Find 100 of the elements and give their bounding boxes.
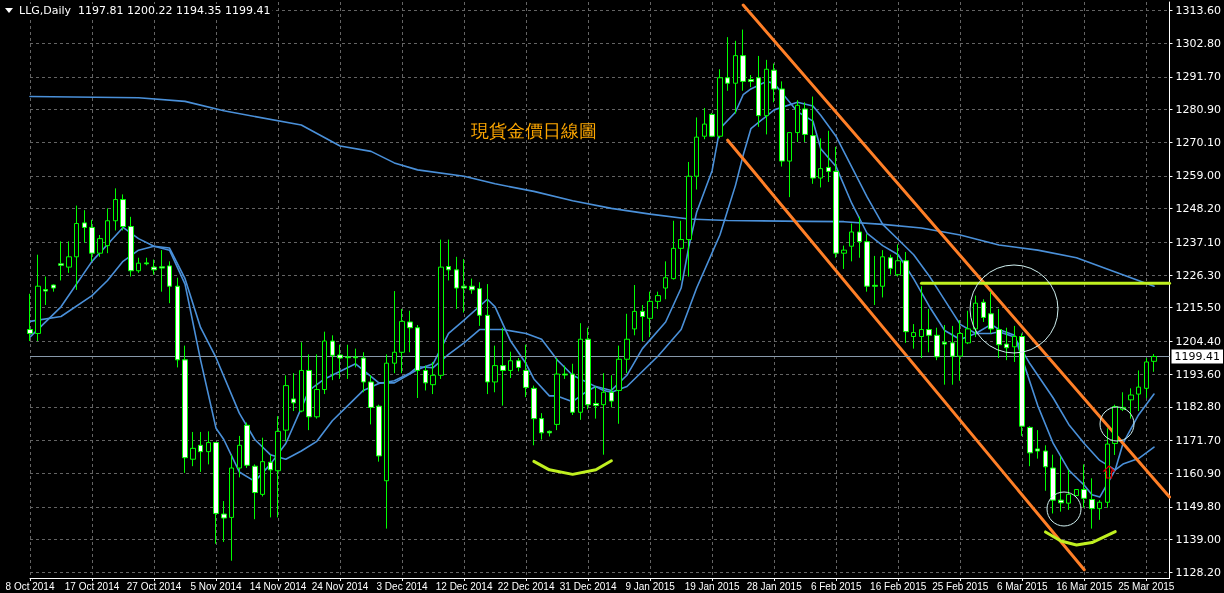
candlestick <box>415 324 420 399</box>
y-tick-label: 1204.40 <box>1175 334 1222 348</box>
candlestick <box>725 36 730 92</box>
candlestick <box>686 161 692 278</box>
line-series <box>532 459 613 476</box>
candlestick <box>1050 454 1056 514</box>
y-tick-label: 1149.80 <box>1175 500 1222 514</box>
candlestick <box>942 324 947 386</box>
candlestick <box>802 101 808 143</box>
candlestick <box>229 454 234 562</box>
candlestick <box>1058 456 1064 513</box>
candlestick <box>671 220 676 281</box>
y-tick-label: 1128.20 <box>1175 565 1222 579</box>
candlestick <box>1097 499 1102 521</box>
candlestick <box>1105 427 1110 509</box>
candlestick <box>221 500 227 543</box>
candlestick <box>182 345 188 474</box>
candlestick <box>516 357 521 372</box>
candlestick <box>167 260 172 304</box>
y-tick-label: 1259.00 <box>1175 169 1222 183</box>
candlestick <box>872 255 878 306</box>
candlestick <box>547 429 552 437</box>
candlestick <box>562 365 568 380</box>
x-tick-label: 19 Jan 2015 <box>684 580 741 592</box>
y-tick-label: 1171.70 <box>1175 433 1222 447</box>
candlestick <box>880 249 885 298</box>
x-tick-label: 16 Feb 2015 <box>870 580 927 592</box>
candlestick <box>1144 357 1149 399</box>
x-tick-label: 6 Feb 2015 <box>810 580 862 592</box>
y-tick-label: 1193.60 <box>1175 367 1222 381</box>
candlestick <box>361 351 366 393</box>
candlestick <box>66 240 72 274</box>
x-tick-label: 3 Dec 2014 <box>376 580 429 592</box>
candlestick <box>120 193 126 231</box>
y-tick-label: 1248.20 <box>1175 202 1222 216</box>
candlestick <box>136 257 141 274</box>
candlestick <box>1043 444 1048 492</box>
candlestick <box>198 431 203 473</box>
candlestick <box>446 239 451 281</box>
candlestick <box>89 219 95 262</box>
x-tick-label: 6 Mar 2015 <box>996 580 1048 592</box>
candlestick <box>454 256 459 310</box>
candlestick <box>601 372 606 456</box>
candlestick <box>570 363 575 416</box>
x-tick-label: 25 Mar 2015 <box>1118 580 1175 592</box>
candlestick <box>159 249 165 293</box>
candlestick <box>748 74 754 88</box>
candlestick <box>593 386 599 420</box>
x-tick-label: 9 Jan 2015 <box>625 580 676 592</box>
candlestick <box>1004 327 1009 361</box>
candlestick <box>260 437 265 497</box>
candlestick <box>337 344 343 380</box>
candlestick <box>609 374 614 408</box>
candlestick <box>105 207 110 254</box>
candlestick <box>779 80 785 168</box>
candlestick <box>128 216 134 278</box>
candlestick <box>376 404 382 463</box>
candlestick <box>957 319 963 382</box>
x-tick-label: 5 Nov 2014 <box>190 580 243 592</box>
candlestick <box>213 442 219 545</box>
candlestick <box>888 254 893 276</box>
candlestick <box>477 281 482 327</box>
candlestick <box>632 284 637 336</box>
candlestick <box>539 412 544 441</box>
candlestick <box>841 245 847 270</box>
candlestick <box>733 40 738 114</box>
candlestick <box>1035 429 1040 460</box>
candlestick <box>663 260 668 300</box>
candlestick <box>430 361 436 395</box>
candlestick <box>578 322 583 421</box>
x-tick-label: 14 Nov 2014 <box>249 580 307 592</box>
y-tick-label: 1237.10 <box>1175 235 1222 249</box>
candlestick <box>190 431 196 467</box>
candlestick <box>988 291 994 334</box>
candlestick <box>252 463 258 520</box>
candlestick <box>27 293 33 342</box>
candlestick <box>244 422 250 469</box>
candlestick <box>1012 325 1017 363</box>
candlestick <box>407 310 413 353</box>
candlestick <box>291 372 296 412</box>
candlestick <box>903 251 909 344</box>
candlestick <box>330 334 335 381</box>
candlestick <box>74 205 79 291</box>
candlestick <box>237 435 242 478</box>
candlestick <box>275 415 281 518</box>
x-tick-label: 17 Oct 2014 <box>64 580 120 592</box>
candlestick <box>283 374 289 442</box>
candlestick <box>647 291 653 338</box>
candlestick <box>1112 404 1118 456</box>
candlestick <box>996 308 1002 359</box>
x-tick-label: 22 Dec 2014 <box>497 580 555 592</box>
x-tick-label: 27 Oct 2014 <box>126 580 182 592</box>
x-tick-label: 16 Mar 2015 <box>1056 580 1113 592</box>
y-tick-label: 1139.00 <box>1175 533 1222 547</box>
candlestick <box>531 385 537 446</box>
candlestick <box>694 116 699 191</box>
candlestick <box>919 285 924 359</box>
candlestick <box>206 430 211 465</box>
candlestick <box>461 258 467 314</box>
candlestick <box>523 344 529 398</box>
